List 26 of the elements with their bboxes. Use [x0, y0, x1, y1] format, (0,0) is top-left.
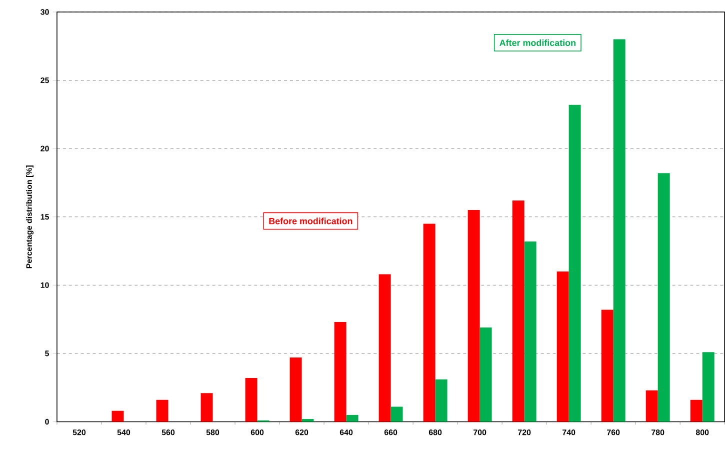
bar	[690, 400, 702, 422]
bar	[468, 210, 480, 422]
bar	[200, 393, 213, 422]
bar	[302, 419, 314, 422]
text: After modification	[500, 40, 576, 46]
bar	[658, 173, 670, 422]
bar	[613, 39, 626, 422]
bar	[245, 378, 258, 422]
bar	[480, 328, 492, 422]
bar	[556, 272, 569, 422]
bar	[702, 352, 714, 422]
bar	[568, 104, 581, 422]
bar	[423, 224, 436, 422]
bar	[601, 310, 614, 422]
bar	[524, 242, 536, 422]
bar	[378, 274, 391, 422]
text: Before modification	[269, 218, 352, 224]
bar	[112, 410, 124, 422]
bar	[512, 200, 524, 422]
bar	[435, 380, 448, 422]
bar	[390, 406, 403, 422]
bar	[646, 390, 658, 422]
bar	[346, 415, 358, 422]
bar	[334, 322, 346, 422]
bar	[156, 400, 168, 422]
bar	[290, 358, 302, 422]
